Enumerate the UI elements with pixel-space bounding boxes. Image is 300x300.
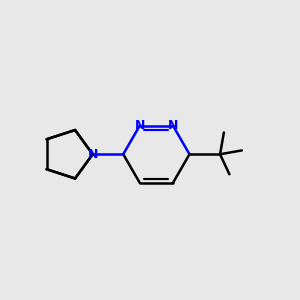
Text: N: N xyxy=(168,119,178,132)
Text: N: N xyxy=(135,119,145,132)
Text: N: N xyxy=(88,148,98,161)
